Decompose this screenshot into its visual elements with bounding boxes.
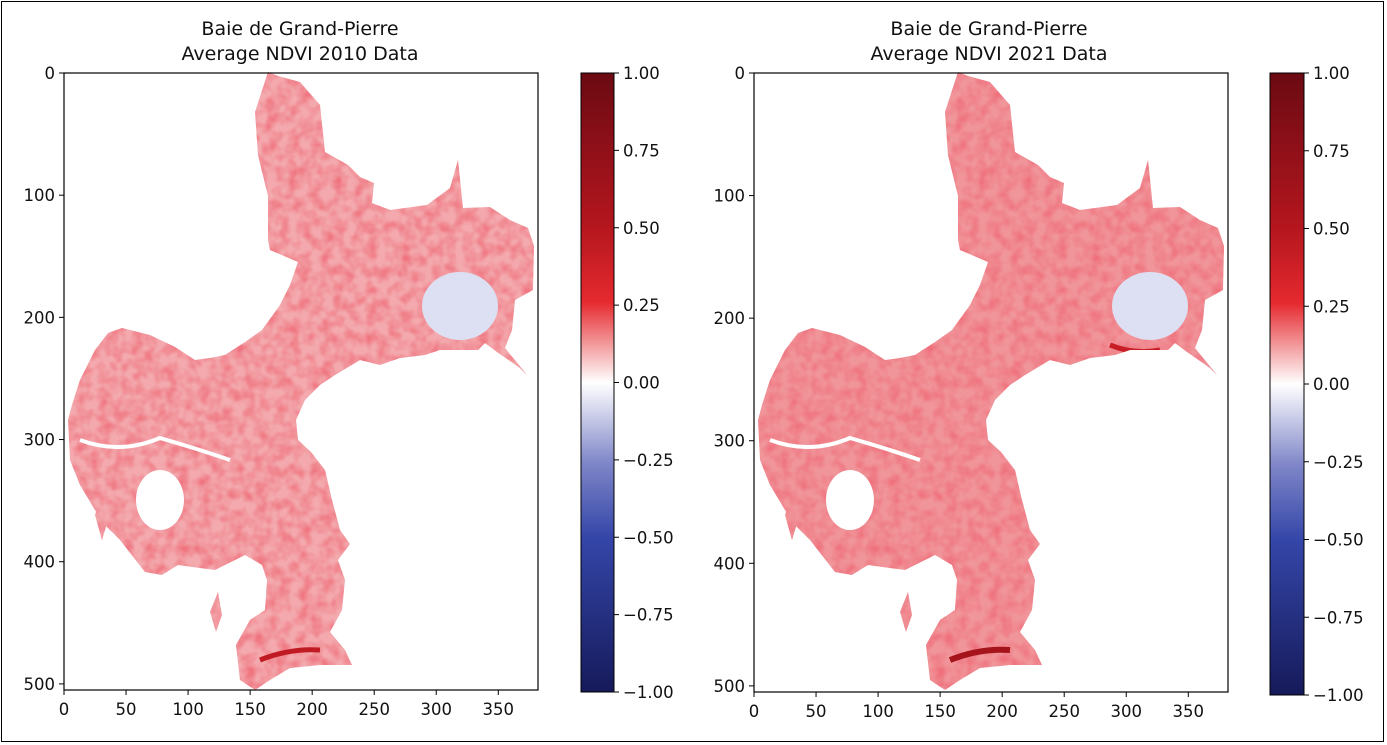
y-tick-label: 500 [714, 677, 746, 696]
colorbar-tick-label: 0.50 [1313, 220, 1350, 239]
colorbar-tick-label: −0.25 [1313, 453, 1364, 472]
colorbar-tick-label: −0.50 [1313, 531, 1364, 550]
y-tick-label: 500 [24, 675, 56, 694]
colorbar-tick-label: 0.25 [1313, 297, 1350, 316]
axes-2021: 0 50 100 150 200 250 300 350 0 100 200 300 400 500 [714, 64, 1229, 721]
colorbar-tick-label: −0.50 [623, 528, 674, 547]
colorbar-tick-label: 0.25 [623, 296, 660, 315]
colorbar-tick-label: −0.25 [623, 451, 674, 470]
x-tick-label: 350 [483, 700, 515, 719]
colorbar-tick-label: 1.00 [1313, 64, 1350, 83]
x-tick-label: 0 [749, 702, 760, 721]
ndvi-map-2010 [68, 72, 534, 690]
y-tick-label: 300 [714, 432, 746, 451]
x-tick-label: 250 [358, 700, 390, 719]
y-tick-label: 100 [24, 186, 56, 205]
x-tick-label: 50 [116, 700, 137, 719]
x-tick-label: 200 [296, 700, 328, 719]
chart-title-line2: Average NDVI 2010 Data [182, 43, 419, 65]
y-tick-label: 400 [24, 553, 56, 572]
colorbar-tick-label: −0.75 [1313, 608, 1364, 627]
y-tick-label: 100 [714, 187, 746, 206]
x-tick-label: 150 [234, 700, 266, 719]
x-tick-label: 50 [806, 702, 827, 721]
colorbar-tick-label: 1.00 [623, 64, 660, 83]
x-tick-label: 200 [986, 702, 1018, 721]
colorbar-tick-label: −1.00 [1313, 686, 1364, 705]
colorbar-tick-label: 0.75 [623, 141, 660, 160]
colorbar-tick-label: 0.00 [1313, 375, 1350, 394]
y-tick-label: 400 [714, 554, 746, 573]
colorbar-tick-label: −1.00 [623, 683, 674, 702]
panel-2021: Baie de Grand-Pierre Average NDVI 2021 D… [714, 18, 1364, 721]
ndvi-map-2021 [758, 72, 1224, 690]
x-tick-label: 100 [862, 702, 894, 721]
chart-title-line2: Average NDVI 2021 Data [871, 43, 1108, 65]
chart-title-line1: Baie de Grand-Pierre [201, 18, 398, 40]
y-tick-label: 0 [735, 64, 746, 83]
colorbar-2010: 1.00 0.75 0.50 0.25 0.00 −0.25 −0.50 −0.75 −1.00 [580, 64, 674, 702]
y-tick-label: 0 [45, 64, 56, 83]
colorbar-tick-label: 0.00 [623, 374, 660, 393]
y-tick-label: 200 [714, 309, 746, 328]
colorbar-2021: 1.00 0.75 0.50 0.25 0.00 −0.25 −0.50 −0.75 −1.00 [1269, 64, 1364, 705]
x-tick-label: 300 [421, 700, 453, 719]
x-tick-label: 100 [172, 700, 204, 719]
axes-2010: 0 50 100 150 200 250 300 350 0 100 200 300 400 500 [24, 64, 539, 719]
panel-2010: Baie de Grand-Pierre Average NDVI 2010 D… [24, 18, 674, 719]
x-tick-label: 250 [1048, 702, 1080, 721]
y-tick-label: 300 [24, 431, 56, 450]
colorbar-tick-label: 0.75 [1313, 142, 1350, 161]
x-tick-label: 0 [59, 700, 70, 719]
y-tick-label: 200 [24, 308, 56, 327]
x-tick-label: 350 [1173, 702, 1205, 721]
colorbar-tick-label: −0.75 [623, 606, 674, 625]
chart-title-line1: Baie de Grand-Pierre [890, 18, 1087, 40]
x-tick-label: 150 [924, 702, 956, 721]
colorbar-tick-label: 0.50 [623, 219, 660, 238]
x-tick-label: 300 [1111, 702, 1143, 721]
